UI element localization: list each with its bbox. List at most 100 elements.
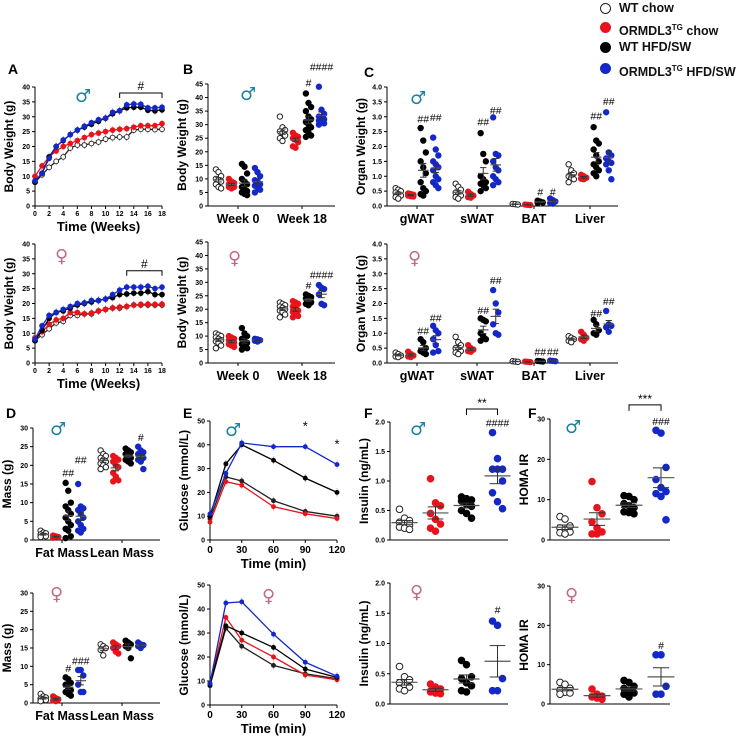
data-point bbox=[39, 322, 45, 329]
chart-panel: ♀ 0 5 10 15 20 25 30 35 40 45 Body Weight (g) Week 0… bbox=[175, 240, 335, 383]
data-point bbox=[435, 176, 442, 183]
data-point bbox=[271, 498, 276, 504]
data-point bbox=[294, 300, 302, 308]
data-point bbox=[595, 140, 603, 147]
y-tick-label: 20 bbox=[537, 623, 545, 630]
data-point bbox=[159, 284, 165, 290]
data-point bbox=[123, 291, 130, 297]
data-point bbox=[457, 656, 466, 665]
x-axis-label: Time (Weeks) bbox=[57, 376, 140, 391]
data-point bbox=[67, 140, 74, 147]
male-symbol-icon: ♂ bbox=[225, 420, 241, 441]
x-tick-label: 14 bbox=[130, 211, 138, 218]
data-point bbox=[116, 126, 123, 133]
data-point bbox=[307, 103, 315, 111]
data-point bbox=[432, 146, 439, 153]
y-tick-label: 4.0 bbox=[372, 242, 382, 249]
data-point bbox=[239, 637, 245, 643]
data-point bbox=[81, 134, 88, 141]
data-point bbox=[271, 631, 276, 637]
y-tick-label: 0 bbox=[26, 204, 30, 211]
data-point bbox=[62, 479, 69, 487]
y-axis-label: Insulin (ng/mL) bbox=[357, 438, 371, 524]
y-tick-label: 0.5 bbox=[375, 508, 385, 515]
data-point bbox=[495, 331, 502, 338]
category-label: Week 0 bbox=[217, 369, 260, 383]
chart-panel: F ♂ 0 10 20 30 HOMA IR ###*** bbox=[517, 392, 675, 545]
data-point bbox=[477, 129, 484, 137]
data-point bbox=[276, 113, 284, 120]
data-point bbox=[593, 331, 600, 338]
data-point bbox=[159, 301, 165, 307]
data-point bbox=[302, 666, 308, 672]
data-point bbox=[417, 158, 424, 165]
data-point bbox=[462, 509, 471, 518]
data-point bbox=[426, 474, 435, 483]
data-point bbox=[145, 301, 151, 307]
data-point bbox=[241, 163, 248, 170]
y-tick-label: 3.0 bbox=[372, 271, 382, 278]
y-tick-label: 1.5 bbox=[375, 611, 385, 618]
data-point bbox=[123, 125, 130, 132]
data-point bbox=[334, 673, 340, 679]
y-tick-label: 2.5 bbox=[372, 286, 382, 293]
y-tick-label: 30 bbox=[197, 466, 205, 473]
significance-label: *** bbox=[638, 392, 652, 406]
y-tick-label: 40 bbox=[197, 442, 205, 449]
significance-bracket bbox=[628, 404, 662, 411]
data-point bbox=[570, 176, 578, 183]
x-tick-label: 90 bbox=[300, 545, 312, 556]
female-symbol-icon: ♀ bbox=[262, 586, 275, 607]
data-point bbox=[492, 300, 499, 307]
significance-label: ## bbox=[430, 312, 442, 324]
data-point bbox=[152, 104, 158, 111]
data-point bbox=[80, 505, 87, 512]
y-tick-label: 2.5 bbox=[372, 129, 382, 136]
data-point bbox=[53, 158, 60, 165]
data-point bbox=[60, 315, 67, 322]
data-point bbox=[489, 286, 497, 294]
data-point bbox=[482, 318, 490, 325]
significance-label: ## bbox=[490, 105, 502, 117]
y-tick-label: 3.5 bbox=[372, 99, 382, 106]
x-tick-label: 120 bbox=[329, 710, 346, 721]
data-point bbox=[477, 337, 484, 344]
data-point bbox=[46, 164, 52, 171]
data-point bbox=[65, 487, 72, 494]
y-axis-label: HOMA IR bbox=[517, 453, 531, 505]
y-tick-label: 45 bbox=[195, 82, 203, 89]
x-axis-label: Time (min) bbox=[241, 721, 307, 736]
significance-label: ## bbox=[62, 468, 74, 480]
y-tick-label: 2.0 bbox=[375, 420, 385, 427]
data-point bbox=[239, 440, 245, 446]
y-tick-label: 20 bbox=[22, 144, 30, 151]
x-tick-label: 18 bbox=[158, 211, 166, 218]
y-tick-label: 30 bbox=[22, 271, 30, 278]
y-tick-label: 5 bbox=[199, 190, 203, 197]
data-point bbox=[81, 311, 88, 317]
chart-panel: ♀ 0 5 10 15 20 25 30 35 40 Body Weight (g) 0 2 4 6 8 10 1… bbox=[2, 242, 166, 392]
data-point bbox=[605, 167, 612, 174]
data-point bbox=[455, 195, 462, 202]
data-point bbox=[102, 136, 109, 142]
y-tick-label: 0.0 bbox=[372, 361, 382, 368]
data-point bbox=[498, 674, 507, 683]
category-label: Lean Mass bbox=[90, 709, 154, 723]
data-point bbox=[130, 290, 137, 296]
data-point bbox=[489, 321, 497, 328]
data-point bbox=[67, 521, 75, 529]
data-point bbox=[593, 530, 601, 538]
significance-label: #### bbox=[310, 61, 334, 73]
data-point bbox=[493, 454, 502, 463]
significance-label: ## bbox=[477, 305, 489, 317]
data-point bbox=[271, 662, 276, 668]
data-point bbox=[320, 301, 328, 309]
y-tick-label: 15 bbox=[195, 163, 203, 170]
chart-panel: D ♂ 0 5 10 15 20 25 30 Mass (g) Fat Mass Lean Mass #… bbox=[0, 405, 160, 560]
data-point bbox=[420, 137, 427, 144]
category-label: BAT bbox=[522, 369, 547, 383]
data-point bbox=[561, 530, 569, 538]
blue-circle-icon bbox=[600, 63, 611, 74]
y-tick-label: 25 bbox=[20, 444, 28, 451]
data-point bbox=[302, 672, 308, 678]
